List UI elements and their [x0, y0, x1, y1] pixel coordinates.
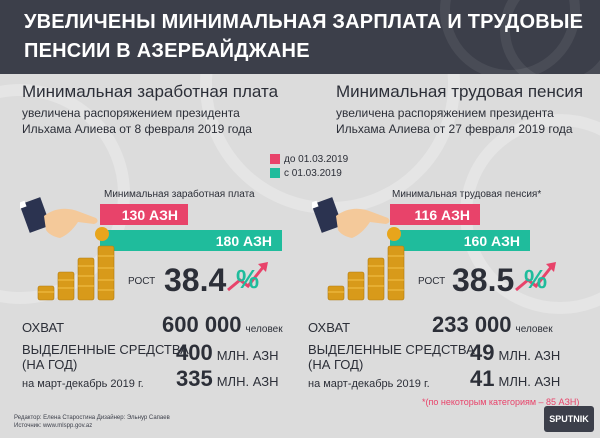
- right-funds-year: 49 МЛН. АЗН: [470, 340, 560, 366]
- right-funds-year-unit: МЛН. АЗН: [498, 348, 561, 363]
- coin-stack-icon: [37, 245, 115, 301]
- right-coverage-unit: человек: [515, 324, 553, 335]
- hand-with-coin-icon: [20, 197, 109, 241]
- legend-new-label: с 01.03.2019: [284, 167, 342, 179]
- right-funds-label-1: ВЫДЕЛЕННЫЕ СРЕДСТВА: [308, 342, 475, 357]
- left-subtitle-2: Ильхама Алиева от 8 февраля 2019 года: [22, 122, 252, 136]
- left-funds-period-unit: МЛН. АЗН: [216, 374, 279, 389]
- right-period-label: на март-декабрь 2019 г.: [308, 378, 430, 390]
- right-growth-value: 38.5: [452, 262, 515, 298]
- right-funds-period-value: 41: [470, 366, 495, 391]
- right-funds-year-value: 49: [470, 340, 495, 365]
- legend: до 01.03.2019 с 01.03.2019: [270, 152, 348, 180]
- left-funds-year-value: 400: [176, 340, 213, 365]
- right-funds-label-2: (НА ГОД): [308, 357, 364, 372]
- left-growth-value: 38.4: [164, 262, 227, 298]
- left-funds-year: 400 МЛН. АЗН: [176, 340, 278, 366]
- right-old-value: 116 АЗН: [414, 206, 470, 223]
- right-coverage-label: ОХВАТ: [308, 320, 351, 335]
- left-funds-period: 335 МЛН. АЗН: [176, 366, 278, 392]
- sputnik-logo-icon: SPUTNIK: [544, 406, 594, 432]
- right-subtitle-2: Ильхама Алиева от 27 февраля 2019 года: [336, 122, 573, 136]
- header-banner: УВЕЛИЧЕНЫ МИНИМАЛЬНАЯ ЗАРПЛАТА И ТРУДОВЫ…: [0, 0, 600, 74]
- footnote: *(по некоторым категориям – 85 АЗН): [422, 397, 580, 407]
- credits-source: Источник: www.mlspp.gov.az: [14, 423, 93, 429]
- left-funds-year-unit: МЛН. АЗН: [216, 348, 279, 363]
- left-heading: Минимальная заработная плата: [22, 82, 279, 101]
- hand-with-coin-icon: [312, 197, 401, 241]
- content-area: Минимальная заработная плата увеличена р…: [0, 74, 600, 438]
- right-percent-sign: %: [524, 264, 548, 294]
- right-new-bar: 160 АЗН: [390, 230, 530, 251]
- left-subtitle-1: увеличена распоряжением президента: [22, 106, 240, 120]
- left-new-value: 180 АЗН: [215, 232, 272, 249]
- right-coverage-value: 233 000: [432, 312, 512, 337]
- left-percent-sign: %: [236, 264, 260, 294]
- left-funds-period-value: 335: [176, 366, 213, 391]
- logo-text: SPUTNIK: [549, 414, 589, 424]
- left-period-label: на март-декабрь 2019 г.: [22, 378, 144, 390]
- right-chart-label: Минимальная трудовая пенсия*: [392, 189, 542, 200]
- right-growth-label: РОСТ: [418, 276, 446, 287]
- left-funds-label-1: ВЫДЕЛЕННЫЕ СРЕДСТВА: [22, 342, 189, 357]
- left-coverage-value: 600 000: [162, 312, 242, 337]
- left-chart-label: Минимальная заработная плата: [104, 189, 255, 200]
- right-old-bar: 116 АЗН: [390, 204, 480, 225]
- left-old-bar: 130 АЗН: [100, 204, 188, 225]
- legend-old-label: до 01.03.2019: [284, 153, 349, 165]
- growth-arrow-icon: [227, 262, 268, 292]
- credits: Редактор: Елена Старостина Дизайнер: Эль…: [14, 414, 170, 430]
- left-old-value: 130 АЗН: [121, 206, 178, 223]
- left-new-bar: 180 АЗН: [100, 230, 282, 251]
- right-funds-period: 41 МЛН. АЗН: [470, 366, 560, 392]
- page-title: УВЕЛИЧЕНЫ МИНИМАЛЬНАЯ ЗАРПЛАТА И ТРУДОВЫ…: [24, 11, 584, 62]
- legend-new-swatch: [270, 168, 280, 178]
- right-new-value: 160 АЗН: [463, 232, 520, 249]
- left-coverage: 600 000 человек: [162, 312, 283, 338]
- left-coverage-unit: человек: [245, 324, 283, 335]
- right-funds-period-unit: МЛН. АЗН: [498, 374, 561, 389]
- growth-arrow-icon: [515, 262, 556, 292]
- credits-editor: Редактор: Елена Старостина Дизайнер: Эль…: [14, 415, 170, 421]
- right-heading: Минимальная трудовая пенсия: [336, 82, 584, 101]
- left-growth-label: РОСТ: [128, 276, 156, 287]
- coin-stack-icon: [327, 245, 405, 301]
- right-coverage: 233 000 человек: [432, 312, 553, 338]
- right-subtitle-1: увеличена распоряжением президента: [336, 106, 554, 120]
- left-coverage-label: ОХВАТ: [22, 320, 65, 335]
- legend-old-swatch: [270, 154, 280, 164]
- left-funds-label-2: (НА ГОД): [22, 357, 78, 372]
